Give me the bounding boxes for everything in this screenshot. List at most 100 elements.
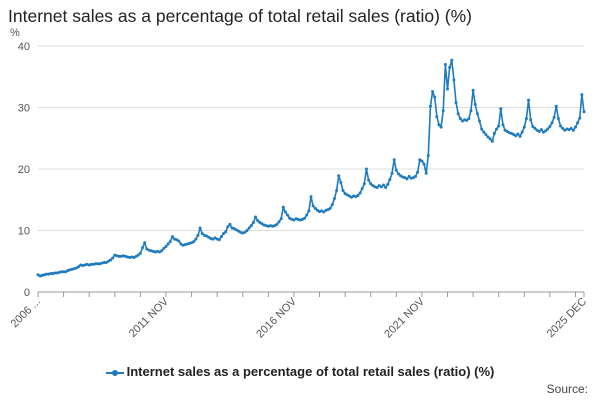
data-point	[358, 191, 362, 195]
data-point	[443, 62, 447, 66]
data-point	[492, 131, 496, 135]
data-point	[388, 177, 392, 181]
data-point	[426, 153, 430, 157]
data-point	[251, 221, 255, 224]
y-tick-label: 20	[18, 164, 30, 176]
data-point	[548, 125, 552, 129]
chart-title: Internet sales as a percentage of total …	[8, 6, 472, 26]
data-point	[305, 213, 309, 217]
data-point	[559, 124, 563, 128]
data-point	[497, 124, 501, 128]
data-point	[392, 158, 396, 162]
data-point	[369, 182, 373, 186]
data-point	[561, 126, 565, 130]
data-point	[486, 135, 490, 139]
data-point	[386, 182, 390, 186]
data-point	[303, 216, 307, 220]
x-tick-label: 2025 DEC	[545, 296, 589, 340]
legend[interactable]: Internet sales as a percentage of total …	[0, 364, 600, 379]
x-tick-label: 2016 NOV	[254, 295, 299, 340]
legend-label: Internet sales as a percentage of total …	[126, 364, 495, 379]
data-point	[360, 187, 364, 191]
data-point	[414, 174, 418, 178]
data-point	[59, 270, 63, 274]
data-point	[465, 118, 469, 122]
data-point	[431, 90, 435, 94]
data-point	[313, 206, 317, 210]
data-point	[192, 240, 196, 244]
data-point	[117, 254, 121, 258]
data-point	[45, 272, 49, 276]
data-point	[170, 235, 174, 239]
data-point	[573, 125, 577, 129]
data-point	[339, 181, 343, 185]
data-point	[527, 98, 531, 102]
data-point	[166, 242, 170, 246]
data-point	[394, 168, 398, 172]
source-label[interactable]: Source:	[546, 382, 588, 396]
data-point	[309, 195, 313, 199]
data-point	[456, 112, 460, 116]
data-point	[544, 129, 548, 133]
data-point	[53, 271, 57, 275]
data-point	[281, 205, 285, 209]
data-point	[89, 262, 93, 266]
x-axis-ticks: 2006 ... 2011 NOV 2016 NOV 2021 NOV 2025 DEC	[9, 292, 589, 340]
data-point	[556, 117, 560, 121]
y-tick-label: 30	[18, 103, 30, 115]
data-point	[77, 265, 81, 269]
data-point	[375, 185, 379, 189]
y-tick-label: 0	[24, 287, 30, 299]
data-point	[222, 232, 226, 236]
data-point	[473, 102, 477, 106]
data-point	[582, 110, 586, 114]
data-point	[514, 134, 518, 138]
data-point	[539, 128, 543, 132]
data-point	[450, 58, 454, 62]
data-point	[439, 125, 443, 129]
data-point	[550, 121, 554, 125]
data-point	[102, 260, 106, 264]
x-tick-label: 2006 ...	[9, 296, 43, 330]
data-point	[143, 241, 147, 245]
data-point	[522, 125, 526, 129]
data-point	[341, 189, 345, 193]
data-point	[136, 253, 140, 257]
data-point	[484, 133, 488, 137]
data-point	[488, 137, 492, 141]
data-point	[396, 172, 400, 176]
data-point	[441, 109, 445, 113]
data-point	[335, 189, 339, 193]
y-tick-label: 40	[18, 41, 30, 53]
data-point	[407, 174, 411, 178]
data-point	[518, 134, 522, 138]
data-point	[286, 213, 290, 217]
y-tick-label: 10	[18, 226, 30, 238]
data-point	[467, 117, 471, 121]
data-point	[531, 125, 535, 129]
data-point	[279, 217, 283, 221]
data-point	[96, 262, 100, 266]
data-point	[141, 246, 145, 250]
data-point	[454, 101, 458, 105]
data-point	[580, 93, 584, 97]
data-point	[482, 130, 486, 134]
data-point	[94, 262, 98, 266]
data-point	[162, 246, 166, 250]
data-point	[49, 272, 53, 276]
data-point	[249, 224, 253, 228]
data-point	[330, 203, 334, 207]
data-point	[111, 256, 115, 260]
data-point	[571, 128, 575, 132]
data-point	[437, 123, 441, 127]
series-line	[37, 59, 585, 277]
data-point	[390, 171, 394, 175]
data-point	[198, 226, 202, 230]
x-tick-label: 2021 NOV	[382, 295, 427, 340]
data-point	[501, 123, 505, 127]
data-point	[328, 206, 332, 210]
data-point	[405, 177, 409, 181]
data-point	[379, 185, 383, 189]
data-point	[356, 193, 360, 197]
data-point	[362, 182, 366, 186]
